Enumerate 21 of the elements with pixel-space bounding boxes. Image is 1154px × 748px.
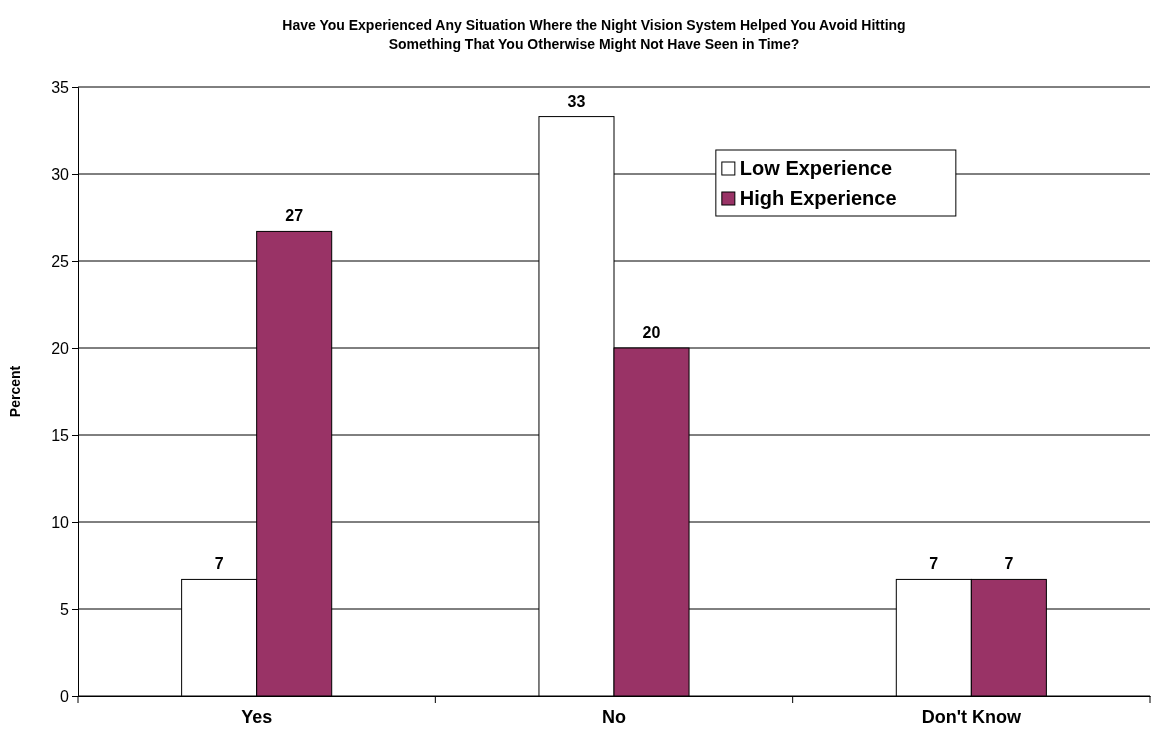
data-label: 33 <box>567 92 586 110</box>
data-label: 7 <box>929 555 939 573</box>
data-label: 7 <box>214 555 224 573</box>
y-tick-label: 35 <box>51 78 70 96</box>
legend-label: High Experience <box>739 187 897 209</box>
y-tick-label: 0 <box>60 687 70 705</box>
data-label: 20 <box>642 324 661 341</box>
x-tick-label: No <box>602 706 626 727</box>
y-tick-label: 25 <box>51 252 70 270</box>
chart-title: Have You Experienced Any Situation Where the Night Vision System Helped You Avoid Hitting Something That You Otherwise Might Not Have Seen in Time? <box>282 17 906 52</box>
x-tick-label: Yes <box>241 706 273 727</box>
y-tick-label: 10 <box>51 513 70 531</box>
x-tick-label: Don't Know <box>921 706 1022 727</box>
data-label: 7 <box>1004 555 1014 573</box>
y-tick-label: 5 <box>60 600 70 618</box>
y-tick-label: 30 <box>51 165 70 183</box>
data-label: 27 <box>285 207 304 225</box>
y-tick-label: 15 <box>51 426 70 444</box>
y-axis-title: Percent <box>7 365 23 418</box>
legend-label: Low Experience <box>739 157 893 179</box>
y-tick-label: 20 <box>51 339 70 357</box>
